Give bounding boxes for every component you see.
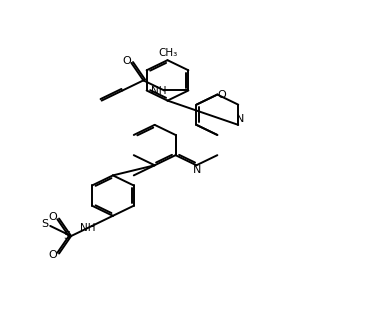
Text: N: N	[193, 165, 201, 174]
Text: O: O	[122, 56, 131, 66]
Text: O: O	[49, 212, 58, 222]
Text: NH: NH	[80, 223, 95, 232]
Text: O: O	[217, 90, 226, 99]
Text: N: N	[236, 114, 244, 124]
Text: S: S	[64, 231, 71, 241]
Text: NH: NH	[151, 86, 166, 96]
Text: CH₃: CH₃	[158, 48, 177, 58]
Text: S: S	[41, 219, 48, 229]
Text: O: O	[49, 250, 58, 260]
